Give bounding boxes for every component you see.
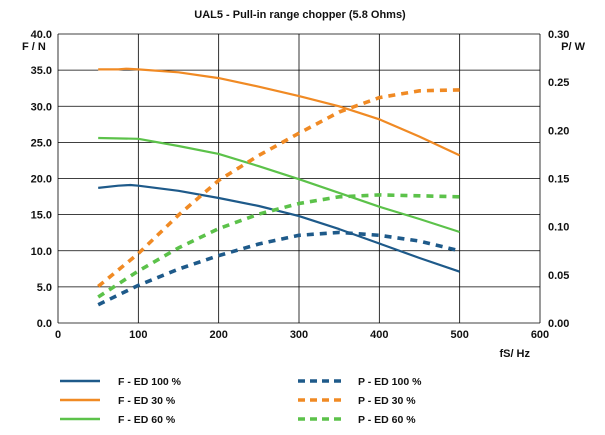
x-tick-label: 500 [450,329,468,341]
series-layer [97,67,461,307]
y-right-tick-label: 0.10 [548,222,569,234]
y-right-tick-label: 0.15 [548,174,569,186]
x-tick-label: 0 [55,329,61,341]
legend-label: F - ED 100 % [118,376,182,388]
x-tick-label: 400 [370,329,388,341]
y-left-tick-label: 5.0 [37,282,52,294]
legend-label: P - ED 100 % [358,376,422,388]
y-left-axis-title: F / N [22,41,46,53]
legend-label: F - ED 30 % [118,395,176,407]
series-line-p-ed-100 [97,230,461,307]
y-left-tick-label: 0.0 [37,318,52,330]
series-line-p-ed-60 [97,193,460,299]
x-tick-label: 200 [209,329,227,341]
y-right-tick-label: 0.00 [548,318,569,330]
legend-label: P - ED 30 % [358,395,416,407]
axis-layer: 0.0 5.0 10.0 15.0 20.0 25.0 30.0 35.0 40.0 0 100 20… [31,29,570,341]
legend: F - ED 100 % F - ED 30 % F - ED 60 % P - ED… [60,376,422,426]
y-right-axis-title: P/ W [561,41,585,53]
series-line-f-ed-60 [98,136,461,234]
y-right-tick-label: 0.05 [548,270,569,282]
legend-label: F - ED 60 % [118,414,176,426]
y-left-tick-label: 40.0 [31,29,52,41]
x-axis-title: fS/ Hz [499,348,530,360]
x-tick-label: 600 [531,329,549,341]
y-left-tick-label: 10.0 [31,246,52,258]
y-left-tick-label: 30.0 [31,101,52,113]
x-tick-label: 100 [129,329,147,341]
y-left-tick-label: 35.0 [31,65,52,77]
y-right-tick-label: 0.25 [548,77,569,89]
x-tick-label: 300 [290,329,308,341]
y-left-tick-label: 20.0 [31,174,52,186]
series-line-p-ed-30 [97,88,460,288]
y-left-tick-label: 15.0 [31,210,52,222]
series-line-f-ed-30 [98,67,461,157]
series-line-f-ed-100 [98,183,461,273]
y-right-tick-label: 0.30 [548,29,569,41]
chart-title: UAL5 - Pull-in range chopper (5.8 Ohms) [194,9,406,21]
legend-label: P - ED 60 % [358,414,416,426]
y-right-tick-label: 0.20 [548,125,569,137]
y-left-tick-label: 25.0 [31,137,52,149]
